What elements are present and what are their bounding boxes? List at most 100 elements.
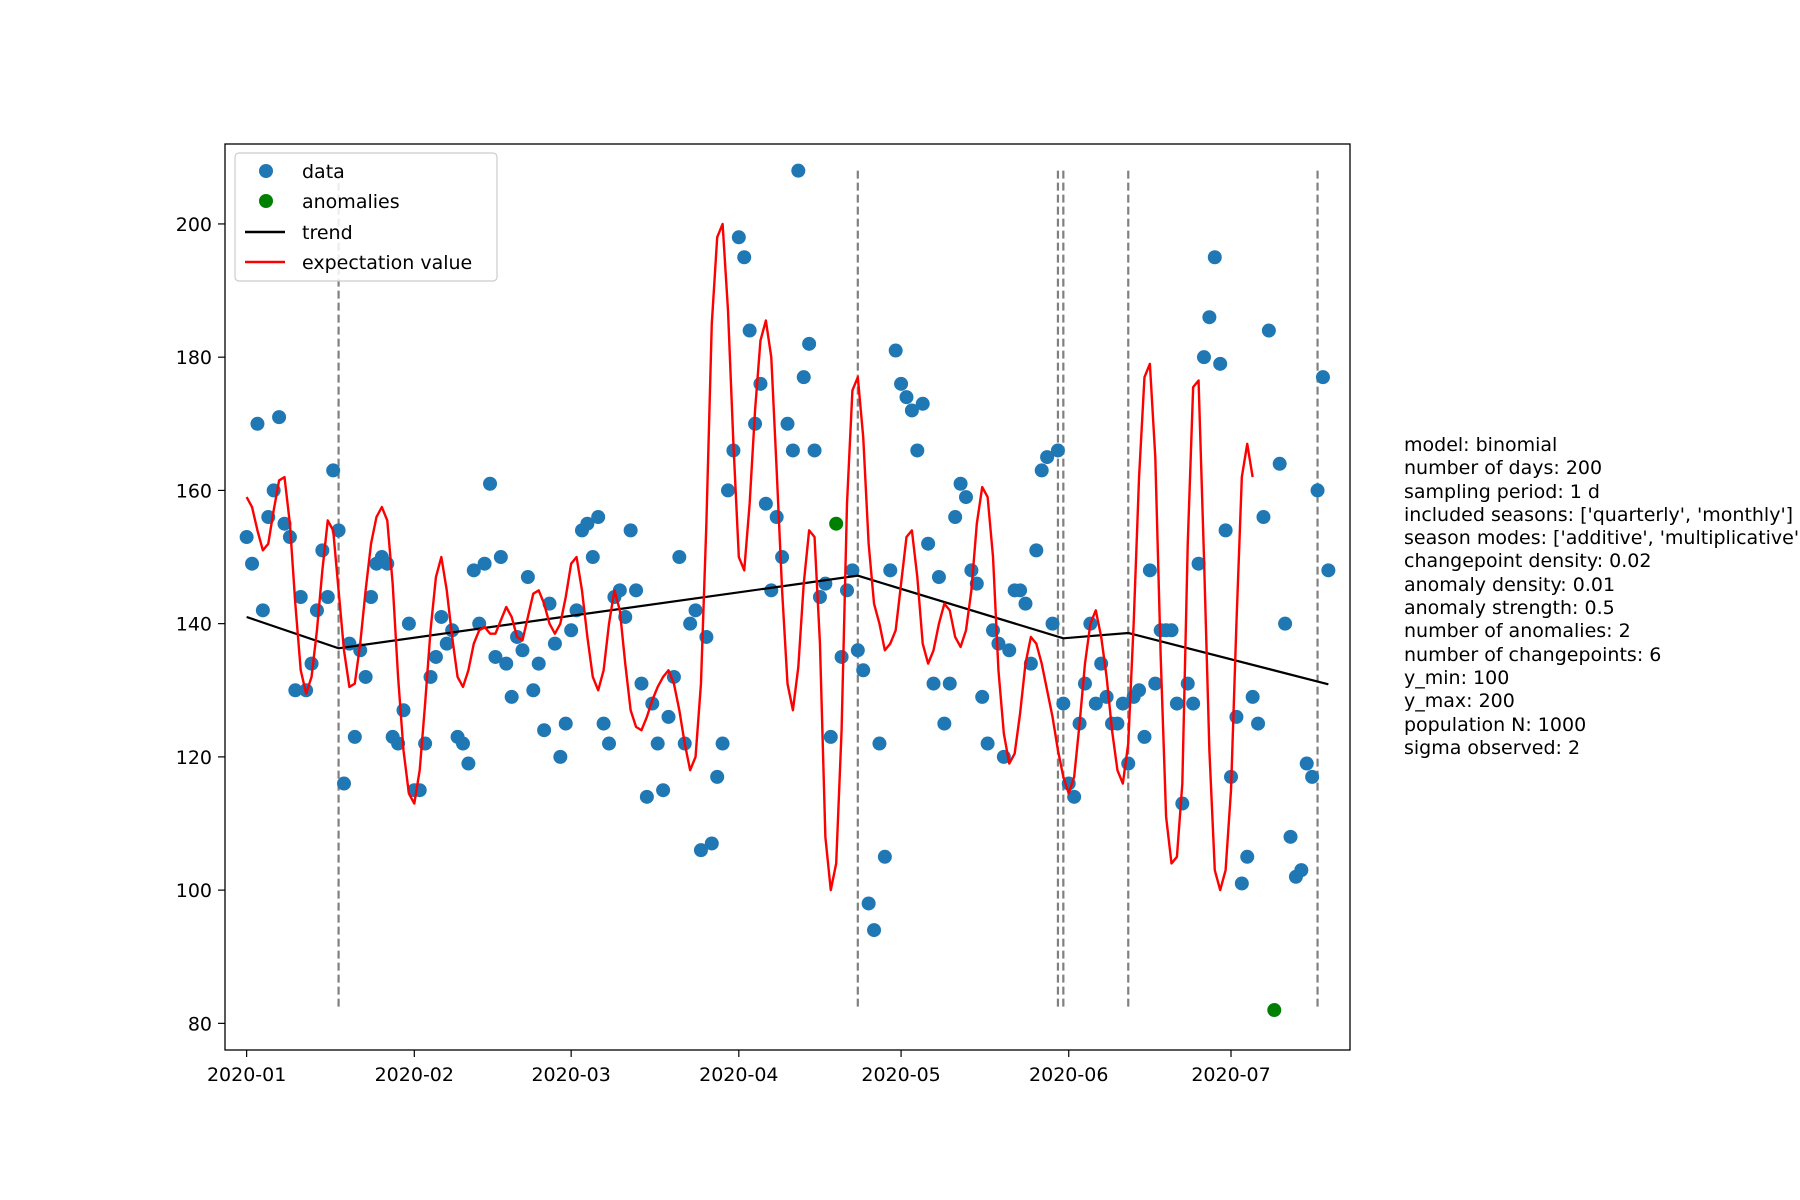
data-point-155: [1077, 676, 1092, 691]
data-point-15: [315, 543, 330, 558]
data-point-36: [428, 649, 443, 664]
data-point-98: [764, 583, 779, 598]
data-point-120: [888, 343, 903, 358]
data-point-45: [477, 556, 492, 571]
data-point-74: [634, 676, 649, 691]
data-point-153: [1067, 789, 1082, 804]
legend-marker-1: [259, 164, 273, 178]
y-axis: 80 100 120 140 160 180 200: [176, 214, 225, 1035]
y-tick-label-6: 180: [176, 347, 212, 369]
data-point-125: [915, 396, 930, 411]
anomaly-points: [829, 516, 1282, 1018]
data-point-172: [1169, 696, 1184, 711]
expectation-line: [245, 222, 1254, 892]
data-point-72: [623, 523, 638, 538]
data-point-132: [953, 476, 968, 491]
data-point-8: [277, 516, 292, 531]
data-point-64: [580, 516, 595, 531]
data-point-139: [991, 636, 1006, 651]
info-line-3: sampling period: 1 d: [1404, 480, 1600, 503]
data-point-151: [1056, 696, 1071, 711]
legend-label-2: anomalies: [302, 191, 400, 213]
data-point-181: [1218, 523, 1233, 538]
data-point-176: [1191, 556, 1206, 571]
data-point-173: [1175, 796, 1190, 811]
info-line-13: population N: 1000: [1404, 713, 1587, 736]
data-point-191: [1278, 616, 1293, 631]
trend-line-layer: [246, 574, 1329, 686]
info-line-12: y_max: 200: [1404, 690, 1515, 713]
y-tick-label-1: 80: [188, 1013, 212, 1035]
data-point-103: [791, 163, 806, 178]
data-point-123: [904, 403, 919, 418]
data-point-92: [731, 230, 746, 245]
info-line-10: number of changepoints: 6: [1404, 643, 1662, 666]
data-point-147: [1034, 463, 1049, 478]
info-line-7: anomaly density: 0.01: [1404, 573, 1616, 596]
data-point-60: [558, 716, 573, 731]
data-point-84: [688, 603, 703, 618]
data-point-17: [326, 463, 341, 478]
data-point-187: [1251, 716, 1266, 731]
data-point-124: [910, 443, 925, 458]
data-point-61: [564, 623, 579, 638]
data-point-4: [255, 603, 270, 618]
data-point-3: [250, 416, 265, 431]
y-tick-label-2: 100: [176, 880, 212, 902]
x-axis: 2020-01 2020-02 2020-03 2020-04 2020-05 2020-…: [207, 1050, 1271, 1086]
y-tick-label-7: 200: [176, 214, 212, 236]
data-point-137: [980, 736, 995, 751]
info-line-2: number of days: 200: [1404, 457, 1603, 480]
data-point-87: [704, 836, 719, 851]
changepoint-lines: [337, 170, 1319, 1011]
data-point-24: [364, 590, 379, 604]
data-point-102: [785, 443, 800, 458]
data-point-122: [899, 390, 914, 405]
data-point-189: [1261, 323, 1276, 338]
data-point-94: [742, 323, 757, 338]
data-point-41: [455, 736, 470, 751]
data-point-131: [948, 510, 963, 525]
data-point-178: [1202, 310, 1217, 325]
data-point-16: [320, 590, 335, 604]
anomaly-point-2: [1267, 1003, 1282, 1018]
data-point-77: [650, 736, 665, 751]
data-point-130: [942, 676, 957, 691]
data-point-126: [921, 536, 936, 551]
data-point-114: [856, 663, 871, 678]
data-point-50: [504, 689, 519, 704]
data-point-129: [937, 716, 952, 731]
data-point-97: [758, 496, 773, 511]
data-point-111: [839, 583, 854, 598]
data-point-183: [1229, 709, 1244, 724]
data-point-163: [1121, 756, 1136, 771]
data-point-75: [639, 789, 654, 804]
data-point-185: [1240, 849, 1255, 864]
data-point-184: [1234, 876, 1249, 891]
data-point-31: [401, 616, 416, 631]
legend-label-3: trend: [302, 222, 353, 244]
data-point-165: [1132, 683, 1147, 698]
y-tick-label-5: 160: [176, 480, 212, 502]
data-point-197: [1310, 483, 1325, 498]
data-point-78: [656, 783, 671, 798]
info-line-4: included seasons: ['quarterly', 'monthly…: [1404, 503, 1794, 526]
data-point-106: [807, 443, 822, 458]
data-point-53: [520, 570, 535, 585]
x-tick-label-1: 2020-01: [207, 1064, 286, 1086]
data-point-168: [1148, 676, 1163, 691]
data-point-109: [823, 729, 838, 744]
data-point-134: [964, 563, 979, 578]
data-point-2: [245, 556, 260, 571]
info-line-5: season modes: ['additive', 'multiplicati…: [1404, 527, 1800, 550]
x-tick-label-7: 2020-07: [1191, 1064, 1270, 1086]
data-point-47: [488, 649, 503, 664]
data-point-128: [931, 570, 946, 585]
info-line-6: changepoint density: 0.02: [1404, 550, 1652, 573]
data-point-56: [537, 723, 552, 738]
trend-line: [246, 574, 1329, 686]
data-point-49: [499, 656, 514, 671]
data-point-73: [629, 583, 644, 598]
data-point-148: [1040, 450, 1055, 465]
